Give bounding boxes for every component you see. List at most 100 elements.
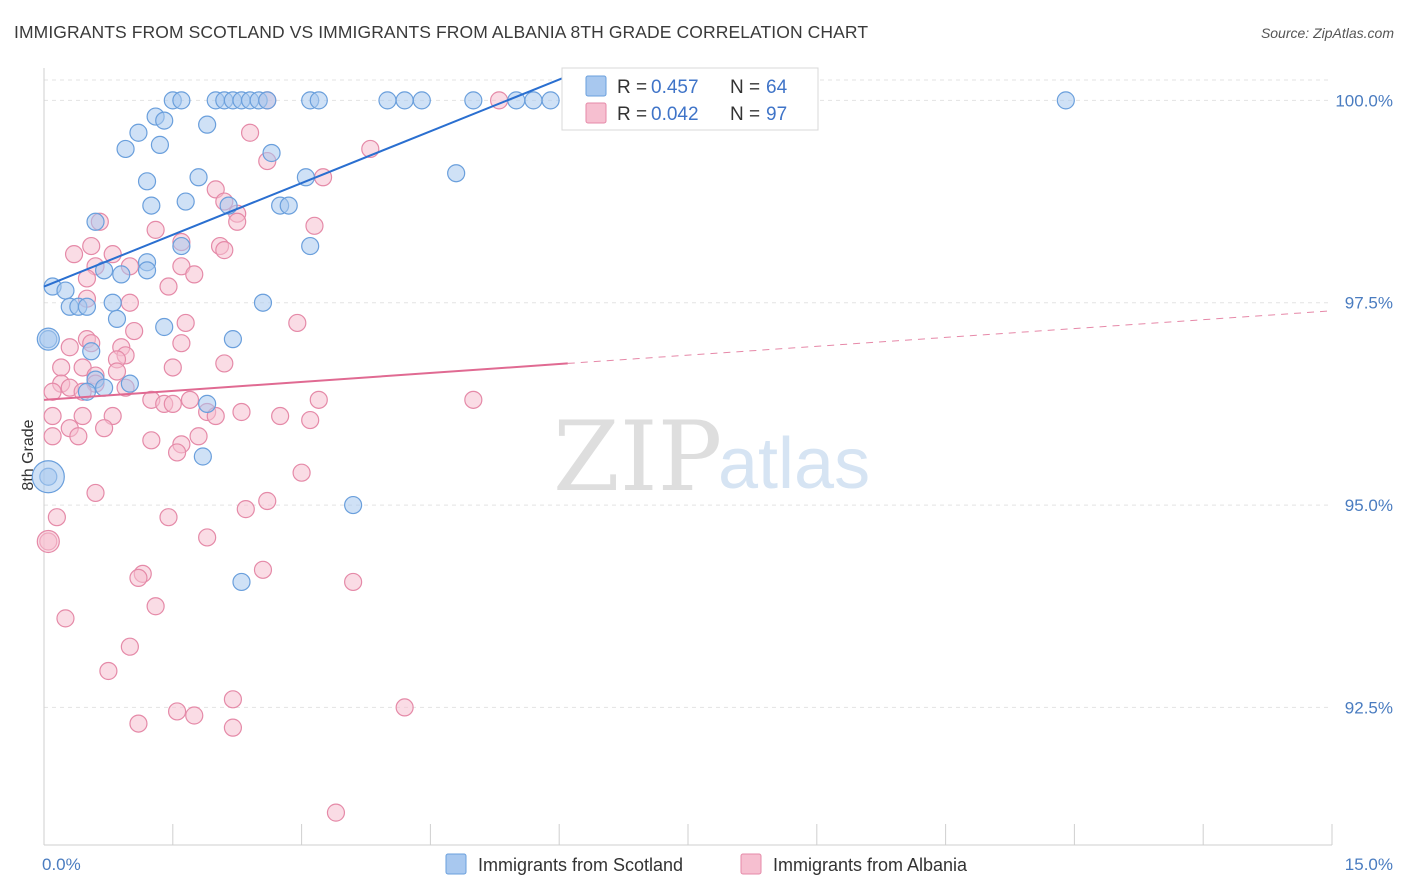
scotland-point [189, 168, 208, 187]
y-tick-label: 95.0% [1345, 496, 1393, 515]
albania-point [43, 382, 62, 401]
scotland-point [447, 164, 466, 183]
albania-point [326, 803, 346, 822]
albania-point [464, 390, 483, 409]
scotland-point [155, 317, 174, 337]
x-max-label: 15.0% [1345, 855, 1393, 874]
albania-point [129, 568, 148, 588]
albania-point [107, 362, 127, 381]
scotland-point [223, 330, 243, 349]
albania-point [43, 427, 62, 446]
albania-point [292, 463, 311, 482]
albania-point [120, 293, 139, 312]
scotland-point [1056, 91, 1075, 110]
albania-point [258, 491, 277, 511]
albania-point [344, 572, 363, 592]
scotland-point [120, 374, 139, 393]
albania-point [86, 483, 105, 503]
albania-point [176, 313, 195, 333]
scotland-point [395, 91, 414, 110]
scotland-point [301, 236, 320, 256]
albania-point [129, 714, 148, 733]
albania-trend-line [43, 362, 568, 401]
scotland-point [95, 378, 114, 397]
scotland-point [541, 91, 560, 110]
scotland-point [142, 196, 161, 215]
y-tick-label: 97.5% [1345, 294, 1393, 313]
albania-point-large [36, 529, 60, 554]
y-tick-label: 100.0% [1335, 91, 1393, 110]
albania-point [180, 390, 200, 409]
albania-point [163, 358, 182, 377]
albania-point [64, 245, 84, 264]
y-tick-labels: 92.5% 95.0% 97.5% 100.0% [1335, 91, 1393, 717]
albania-point [271, 406, 290, 426]
scotland-point [193, 447, 212, 466]
gridlines [44, 79, 1332, 708]
scotland-point [155, 111, 174, 130]
albania-point [223, 718, 243, 737]
scotland-point [262, 143, 281, 163]
scotland-point-large [31, 460, 65, 494]
legend-r-label-albania: R = [617, 104, 647, 125]
scotland-point [86, 212, 105, 231]
scotland-point [77, 297, 97, 316]
scotland-point-large [36, 327, 60, 351]
scotland-point [412, 91, 431, 110]
albania-point [228, 212, 247, 231]
albania-point [198, 528, 217, 547]
x-min-label: 0.0% [42, 855, 81, 874]
scotland-point [309, 91, 328, 110]
legend-r-label-scotland: R = [617, 77, 647, 98]
albania-point [159, 508, 178, 527]
bottom-legend-swatch-albania [740, 853, 762, 875]
legend-swatch-scotland [585, 75, 607, 97]
albania-point [215, 354, 234, 373]
albania-point [185, 265, 204, 284]
y-tick-label: 92.5% [1345, 698, 1393, 717]
albania-point [146, 597, 165, 616]
scotland-point [198, 115, 217, 134]
albania-point [43, 406, 62, 426]
legend-n-label-albania: N = [730, 104, 760, 125]
albania-point [395, 698, 414, 717]
bottom-legend-albania: Immigrants from Albania [773, 855, 968, 875]
series-scotland-points [31, 91, 1075, 592]
scotland-point [198, 394, 217, 413]
scotland-point [112, 265, 131, 284]
albania-point [120, 637, 139, 656]
legend-r-value-albania: 0.042 [651, 104, 699, 125]
scotland-point [253, 293, 273, 312]
scotland-point [137, 172, 157, 191]
albania-point [172, 334, 191, 353]
scotland-point [172, 236, 191, 256]
scotland-point [258, 91, 277, 110]
legend-n-value-albania: 97 [766, 104, 787, 125]
trend-lines [43, 75, 1333, 401]
albania-point [125, 321, 144, 341]
scotland-point [279, 196, 298, 215]
scotland-point [107, 309, 127, 329]
x-ticks [43, 824, 1333, 845]
albania-trend-extension [567, 310, 1333, 364]
albania-point [52, 358, 71, 377]
scotland-point [150, 135, 170, 154]
albania-point [301, 410, 320, 430]
scotland-point [103, 293, 122, 312]
albania-point [309, 390, 328, 409]
albania-point [305, 216, 324, 235]
scotland-point [464, 91, 483, 110]
albania-point [60, 338, 79, 357]
legend-n-label-scotland: N = [730, 77, 760, 98]
scotland-point [137, 261, 157, 280]
bottom-legend-scotland: Immigrants from Scotland [478, 855, 683, 875]
legend-n-value-scotland: 64 [766, 77, 788, 98]
watermark: ZIP atlas [553, 401, 870, 513]
albania-point [172, 257, 191, 276]
albania-point [73, 358, 92, 377]
albania-point [99, 661, 118, 681]
scotland-point [82, 342, 101, 361]
legend-r-value-scotland: 0.457 [651, 77, 699, 98]
albania-point [95, 419, 114, 438]
